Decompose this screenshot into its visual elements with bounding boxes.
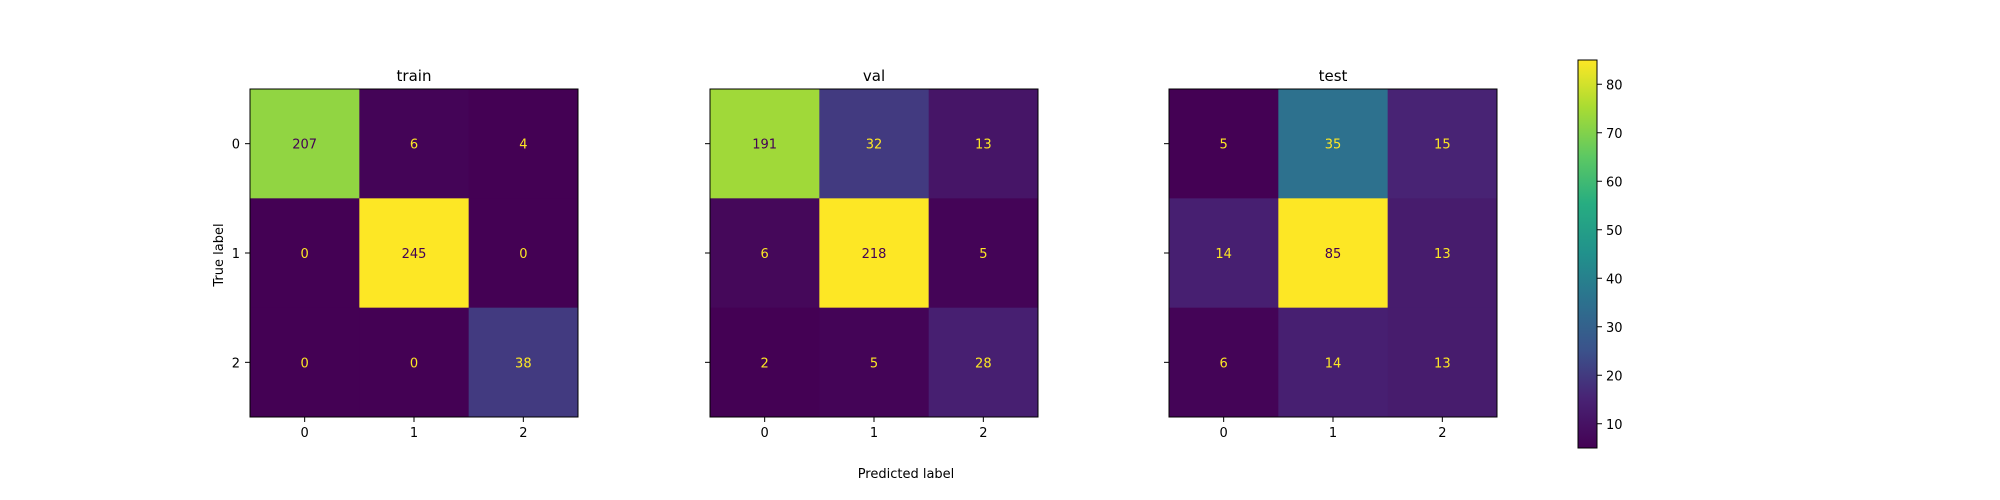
cell-value: 6 [410, 138, 418, 153]
cell-value: 218 [862, 247, 887, 262]
x-tick-label: 0 [301, 426, 309, 441]
cell [928, 89, 1039, 199]
colorbar: 10 20 30 40 50 60 70 80 [1577, 59, 1623, 449]
colorbar-tick-label: 70 [1606, 127, 1623, 142]
cell [819, 307, 930, 418]
x-tick-label: 2 [1438, 426, 1446, 441]
cell-value: 6 [761, 247, 769, 262]
cell-value: 0 [301, 356, 309, 371]
cell [250, 307, 360, 418]
cell [710, 198, 820, 309]
cell [250, 89, 360, 199]
y-tick-label: 1 [232, 247, 240, 262]
cell-value: 13 [1434, 247, 1451, 262]
cell [1387, 198, 1498, 309]
x-tick-label: 0 [1220, 426, 1228, 441]
cell [819, 198, 930, 309]
cell [1169, 307, 1279, 418]
confusion-matrix-test: test 5 35 15 14 85 13 6 14 13 0 1 2 [1164, 67, 1498, 441]
cell [468, 89, 579, 199]
cell [1387, 307, 1498, 418]
cell-value: 4 [519, 138, 527, 153]
cell [468, 198, 579, 309]
panel-title: train [397, 67, 432, 85]
cell [1169, 198, 1279, 309]
cell [359, 307, 470, 418]
cell-value: 191 [752, 138, 777, 153]
colorbar-gradient [1577, 59, 1598, 449]
x-tick-label: 2 [519, 426, 527, 441]
cell [250, 198, 360, 309]
cell-value: 32 [866, 138, 883, 153]
cell [1278, 198, 1389, 309]
cell [359, 198, 470, 309]
cell-value: 28 [975, 356, 992, 371]
colorbar-tick-label: 40 [1606, 272, 1623, 287]
cell [819, 89, 930, 199]
cell-value: 0 [410, 356, 418, 371]
cell-value: 14 [1325, 356, 1342, 371]
x-tick-label: 1 [410, 426, 418, 441]
cell [1278, 307, 1389, 418]
cell-value: 5 [870, 356, 878, 371]
y-tick-label: 2 [232, 356, 240, 371]
cell [928, 307, 1039, 418]
colorbar-tick-label: 30 [1606, 321, 1623, 336]
cell [710, 307, 820, 418]
x-tick-label: 2 [979, 426, 987, 441]
panel-title: test [1319, 67, 1348, 85]
cell [928, 198, 1039, 309]
colorbar-tick-label: 50 [1606, 224, 1623, 239]
cell-value: 0 [519, 247, 527, 262]
cell-value: 5 [979, 247, 987, 262]
cell [1278, 89, 1389, 199]
panel-title: val [863, 67, 885, 85]
cell-value: 13 [1434, 356, 1451, 371]
cell-value: 0 [301, 247, 309, 262]
cell-value: 38 [515, 356, 532, 371]
cell-value: 15 [1434, 138, 1451, 153]
cell-value: 85 [1325, 247, 1342, 262]
cell [1387, 89, 1498, 199]
cell-value: 5 [1220, 138, 1228, 153]
x-tick-label: 1 [1329, 426, 1337, 441]
y-tick-label: 0 [232, 138, 240, 153]
cell-value: 14 [1215, 247, 1232, 262]
colorbar-tick-label: 80 [1606, 78, 1623, 93]
colorbar-tick-label: 60 [1606, 175, 1623, 190]
cell-value: 35 [1325, 138, 1342, 153]
cell-value: 13 [975, 138, 992, 153]
cell [468, 307, 579, 418]
cell-value: 245 [402, 247, 427, 262]
colorbar-tick-label: 20 [1606, 369, 1623, 384]
cell-value: 207 [292, 138, 317, 153]
cell [359, 89, 470, 199]
cell [710, 89, 820, 199]
figure-x-label: Predicted label [858, 467, 955, 482]
figure-y-label: True label [212, 223, 227, 287]
confusion-matrix-train: train 207 6 4 0 245 0 0 0 38 0 1 2 0 1 2 [232, 67, 579, 441]
x-tick-label: 1 [870, 426, 878, 441]
x-tick-label: 0 [761, 426, 769, 441]
confusion-matrix-val: val 191 32 13 6 218 5 2 5 28 0 1 2 [705, 67, 1039, 441]
cell-value: 6 [1220, 356, 1228, 371]
cell [1169, 89, 1279, 199]
cell-value: 2 [761, 356, 769, 371]
colorbar-tick-label: 10 [1606, 418, 1623, 433]
